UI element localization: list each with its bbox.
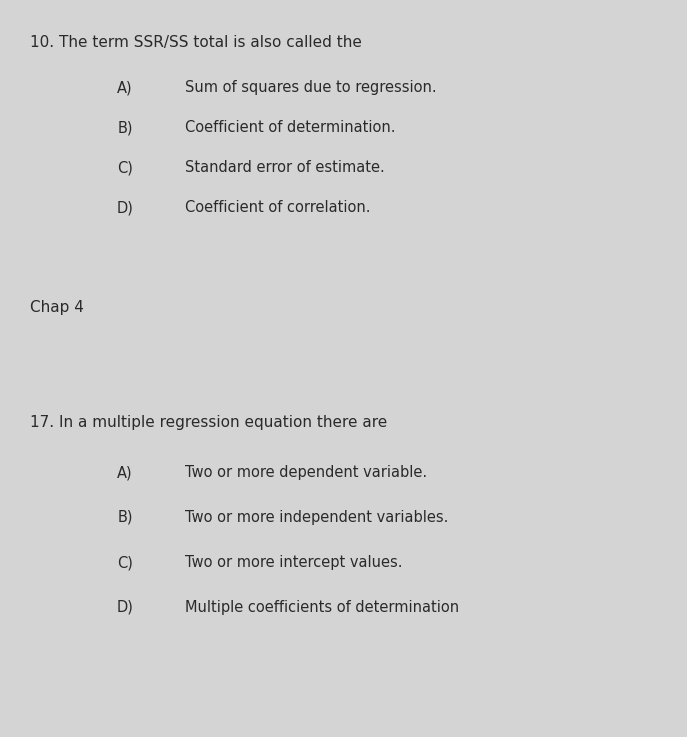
Text: Coefficient of correlation.: Coefficient of correlation.: [185, 200, 370, 215]
Text: C): C): [117, 555, 133, 570]
Text: C): C): [117, 160, 133, 175]
Text: Standard error of estimate.: Standard error of estimate.: [185, 160, 385, 175]
Text: Two or more intercept values.: Two or more intercept values.: [185, 555, 403, 570]
Text: B): B): [117, 510, 133, 525]
Text: D): D): [117, 600, 133, 615]
Text: 10. The term SSR/SS total is also called the: 10. The term SSR/SS total is also called…: [30, 35, 362, 50]
Text: 17. In a multiple regression equation there are: 17. In a multiple regression equation th…: [30, 415, 387, 430]
Text: A): A): [117, 465, 133, 480]
Text: Sum of squares due to regression.: Sum of squares due to regression.: [185, 80, 437, 95]
Text: Coefficient of determination.: Coefficient of determination.: [185, 120, 396, 135]
Text: Two or more independent variables.: Two or more independent variables.: [185, 510, 449, 525]
Text: B): B): [117, 120, 133, 135]
Text: Two or more dependent variable.: Two or more dependent variable.: [185, 465, 427, 480]
Text: D): D): [117, 200, 133, 215]
Text: A): A): [117, 80, 133, 95]
Text: Chap 4: Chap 4: [30, 300, 84, 315]
Text: Multiple coefficients of determination: Multiple coefficients of determination: [185, 600, 459, 615]
